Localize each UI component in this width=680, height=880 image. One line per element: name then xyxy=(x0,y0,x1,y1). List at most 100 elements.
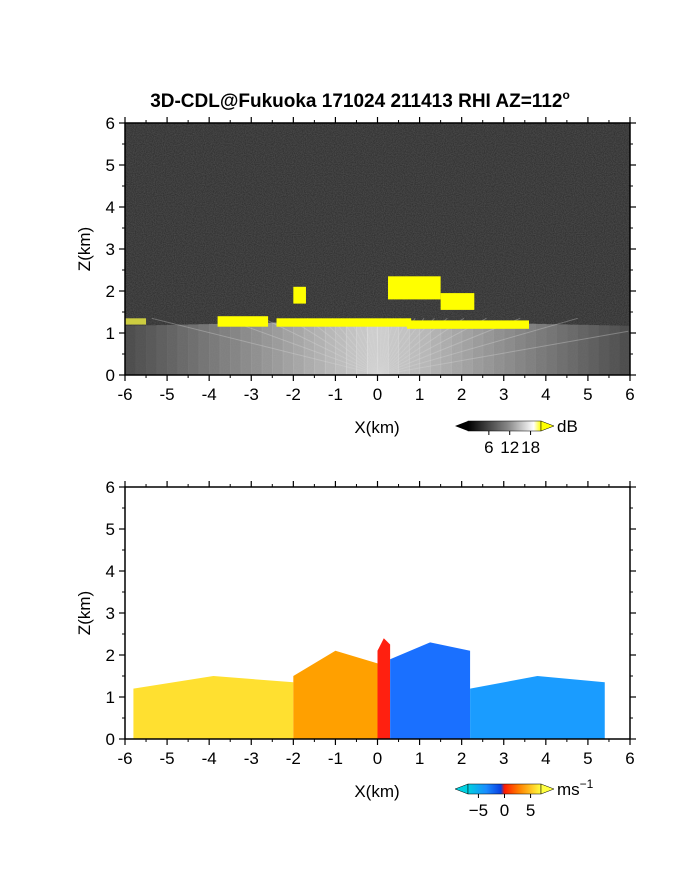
top-signal-layer xyxy=(125,317,630,375)
top-y-ticks: 0 1 2 3 4 5 6 xyxy=(106,114,636,385)
top-y-tick-label: 4 xyxy=(106,198,115,217)
bottom-velocity-region xyxy=(293,650,378,739)
bottom-x-tick-label: 2 xyxy=(457,749,466,768)
top-high-signal-region xyxy=(125,318,147,325)
top-signal-streak xyxy=(348,318,381,375)
bottom-y-tick-label: 2 xyxy=(106,646,115,665)
bottom-x-tick-label: -2 xyxy=(286,749,301,768)
top-signal-streak xyxy=(356,318,381,375)
bottom-x-tick-label: -5 xyxy=(160,749,175,768)
top-signal-bin xyxy=(493,323,505,375)
top-signal-bin xyxy=(282,322,294,375)
top-signal-bin xyxy=(240,323,252,375)
top-signal-bin xyxy=(514,323,526,375)
top-signal-bin xyxy=(535,323,547,375)
top-signal-bin xyxy=(314,321,326,375)
bottom-x-tick-label: -4 xyxy=(202,749,217,768)
top-colorbar: 6 12 18 dB xyxy=(455,417,578,457)
top-signal-streak xyxy=(151,317,380,375)
top-signal-bin xyxy=(524,323,536,375)
bottom-colorbar-low-triangle xyxy=(454,783,469,795)
top-signal-bin xyxy=(377,320,389,375)
top-x-tick-label: 2 xyxy=(457,385,466,404)
top-signal-streak xyxy=(340,318,381,375)
top-signal-bin xyxy=(566,324,578,375)
top-x-tick-label: 6 xyxy=(625,385,634,404)
top-signal-streak xyxy=(331,317,380,375)
top-signal-bin xyxy=(598,325,610,375)
top-signal-streak xyxy=(320,317,380,375)
bottom-y-ticks: 0 1 2 3 4 5 6 xyxy=(106,478,636,749)
top-xlabel: X(km) xyxy=(354,418,399,437)
top-plot-area xyxy=(125,123,630,375)
bottom-y-tick-label: 0 xyxy=(106,730,115,749)
top-y-tick-label: 6 xyxy=(106,114,115,133)
bottom-colorbar-high-triangle xyxy=(540,783,555,795)
top-high-signal-region xyxy=(440,293,475,310)
top-signal-bin xyxy=(125,325,137,375)
top-y-tick-label: 5 xyxy=(106,156,115,175)
top-signal-streak xyxy=(379,318,401,375)
bottom-velocity-region xyxy=(470,676,605,739)
top-signal-streak xyxy=(379,318,389,375)
top-colorbar-unit: dB xyxy=(557,417,578,436)
bottom-y-tick-label: 3 xyxy=(106,604,115,623)
top-signal-streak xyxy=(379,330,629,375)
top-signal-streak xyxy=(379,317,578,375)
top-signal-bin xyxy=(198,324,210,375)
top-signal-streak xyxy=(223,317,380,375)
bottom-x-tick-label: -6 xyxy=(117,749,132,768)
top-signal-bin xyxy=(398,320,410,375)
bottom-x-tick-label: -1 xyxy=(328,749,343,768)
top-signal-bin xyxy=(472,322,484,375)
top-x-tick-label: -1 xyxy=(328,385,343,404)
top-signal-bin xyxy=(577,324,589,375)
top-ylabel: Z(km) xyxy=(75,227,94,271)
top-signal-bin xyxy=(440,321,452,375)
top-signal-bin xyxy=(177,324,189,375)
bottom-colorbar-tick-label: 0 xyxy=(500,801,509,820)
bottom-colorbar-ticks: −5 0 5 xyxy=(469,794,535,820)
top-x-tick-label: -6 xyxy=(117,385,132,404)
top-signal-streak xyxy=(379,318,408,375)
top-signal-bin xyxy=(293,322,305,375)
bottom-velocity-region xyxy=(133,676,294,739)
bottom-x-tick-label: 1 xyxy=(415,749,424,768)
top-colorbar-bar xyxy=(467,420,542,432)
top-x-tick-label: -5 xyxy=(160,385,175,404)
top-signal-bin xyxy=(608,325,620,375)
bottom-plot-area xyxy=(125,487,630,739)
bottom-x-tick-label: -3 xyxy=(244,749,259,768)
top-signal-streak xyxy=(262,317,380,375)
top-x-tick-label: 3 xyxy=(499,385,508,404)
top-y-tick-label: 0 xyxy=(106,366,115,385)
top-signal-streak xyxy=(375,318,381,375)
bottom-y-tick-label: 6 xyxy=(106,478,115,497)
top-colorbar-ticks: 6 12 18 xyxy=(484,431,540,457)
bottom-x-tick-label: 0 xyxy=(373,749,382,768)
top-high-signal-region xyxy=(293,286,306,304)
top-y-tick-label: 1 xyxy=(106,324,115,343)
bottom-velocity-region xyxy=(390,642,471,739)
bottom-y-tick-label: 4 xyxy=(106,562,115,581)
top-signal-streak xyxy=(379,318,395,375)
top-x-tick-label: -2 xyxy=(286,385,301,404)
top-signal-bin xyxy=(324,321,336,375)
top-x-ticks: -6 -5 -4 -3 -2 -1 0 1 2 3 4 5 6 xyxy=(117,117,635,404)
top-signal-bin xyxy=(356,320,368,375)
top-signal-bin xyxy=(272,322,284,375)
top-signal-bin xyxy=(388,320,400,375)
top-signal-bin xyxy=(503,323,515,375)
top-signal-bin xyxy=(587,325,599,375)
top-signal-bin xyxy=(461,322,473,375)
top-colorbar-low-triangle xyxy=(455,421,468,431)
top-x-tick-label: 1 xyxy=(415,385,424,404)
top-high-signal-region xyxy=(388,276,441,300)
top-signal-bin xyxy=(545,324,557,375)
top-signal-bin xyxy=(209,323,221,375)
top-signal-bin xyxy=(482,322,494,375)
top-signal-streak xyxy=(362,318,381,375)
top-signal-bin xyxy=(345,320,357,375)
top-signal-bin xyxy=(251,323,263,375)
top-signal-bin xyxy=(135,325,147,375)
